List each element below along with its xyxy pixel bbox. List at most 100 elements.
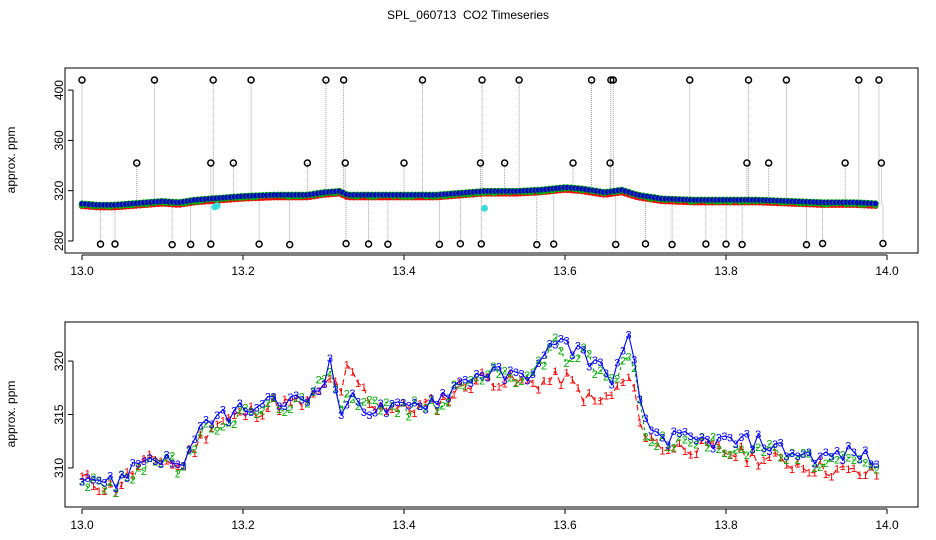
series-3-marker: 3 (783, 451, 789, 463)
series-1-marker: 1 (772, 448, 778, 460)
series-2-marker: 2 (659, 430, 665, 442)
series-2-marker: 2 (85, 482, 91, 494)
series-2-marker: 2 (316, 374, 322, 386)
series-2-marker: 2 (254, 409, 260, 421)
series-3-marker: 3 (552, 339, 558, 351)
series-1-marker: 1 (845, 464, 851, 476)
series-2-marker: 2 (614, 374, 620, 386)
series-1-marker: 1 (411, 408, 417, 420)
bottom-x-tick-label: 13.0 (70, 518, 94, 532)
series-1-marker: 1 (744, 458, 750, 470)
series-2-line (81, 335, 877, 495)
outlier-point (285, 240, 294, 249)
series-2-marker: 2 (378, 406, 384, 418)
series-1-marker: 1 (750, 447, 756, 459)
series-3-line (81, 332, 877, 490)
bottom-x-tick-label: 13.6 (553, 518, 577, 532)
series-1-marker: 1 (502, 379, 508, 391)
series-2-marker: 2 (693, 439, 699, 451)
outlier-point (818, 239, 827, 248)
series-1-marker: 1 (293, 393, 299, 405)
series-2-marker: 2 (113, 488, 119, 500)
series-2-marker: 2 (547, 342, 553, 354)
series-2-marker: 2 (609, 373, 615, 385)
series-1-marker: 1 (620, 377, 626, 389)
outlier-point (606, 159, 614, 167)
series-3-marker: 3 (496, 362, 502, 374)
series-1-marker: 1 (738, 441, 744, 453)
series-1-marker: 1 (626, 372, 632, 384)
outlier-point (476, 159, 485, 167)
series-1-marker: 1 (507, 368, 513, 380)
top-y-tick-label: 360 (52, 130, 66, 150)
series-3-marker: 3 (101, 477, 107, 489)
series-3-marker: 3 (344, 399, 350, 411)
series-3-marker: 3 (744, 428, 750, 440)
series-3-marker: 3 (378, 398, 384, 410)
series-2-marker: 2 (406, 412, 412, 424)
series-2-marker: 2 (592, 369, 598, 381)
series-2-marker: 2 (755, 442, 761, 454)
series-2-marker: 2 (434, 406, 440, 418)
top-y-tick-label: 400 (52, 80, 66, 100)
outlier-point (569, 159, 577, 167)
series-3-point (872, 200, 879, 207)
series-2-marker: 2 (518, 376, 524, 388)
series-1-marker: 1 (394, 403, 400, 415)
series-2-marker: 2 (665, 442, 671, 454)
series-2-marker: 2 (496, 369, 502, 381)
series-3-marker: 3 (524, 375, 530, 387)
series-3-marker: 3 (231, 405, 237, 417)
outlier-point (744, 76, 753, 84)
outlier-point (500, 159, 509, 167)
series-1-marker: 1 (175, 461, 181, 473)
series-1-marker: 1 (761, 455, 767, 467)
series-1-marker: 1 (648, 432, 654, 444)
series-3-marker: 3 (502, 375, 508, 387)
series-3-marker: 3 (428, 393, 434, 405)
series-3-marker: 3 (733, 439, 739, 451)
series-3-marker: 3 (192, 434, 198, 446)
outlier-point (478, 76, 486, 84)
series-1-marker: 1 (823, 469, 829, 481)
outlier-point (738, 240, 746, 249)
series-3-marker: 3 (811, 458, 817, 470)
outlier-point (686, 76, 694, 84)
series-1-marker: 1 (535, 384, 541, 396)
series-3-marker: 3 (259, 398, 265, 410)
series-1-marker: 1 (203, 434, 209, 446)
series-3-marker: 3 (417, 401, 423, 413)
top-panel: 13.0 13.2 13.4 13.6 13.8 14.0 280 320 360 400 ap… (4, 67, 919, 278)
series-3-marker: 3 (845, 441, 851, 453)
chart-title: SPL_060713 CO2 Timeseries (386, 8, 550, 22)
series-1-marker: 1 (225, 413, 231, 425)
series-2-marker: 2 (603, 372, 609, 384)
outlier-point (435, 240, 444, 249)
series-3-marker: 3 (440, 388, 446, 400)
outlier-point (132, 159, 141, 167)
outlier-point (549, 240, 558, 248)
series-1-marker: 1 (152, 454, 158, 466)
top-y-axis-label: approx. ppm (4, 127, 18, 194)
outlier-point (609, 76, 618, 84)
series-2-marker: 2 (479, 376, 485, 388)
series-3-marker: 3 (113, 483, 119, 495)
series-1-marker: 1 (575, 383, 581, 395)
series-3-marker: 3 (338, 410, 344, 422)
series-3-marker: 3 (547, 339, 553, 351)
series-1-marker: 1 (355, 378, 361, 390)
series-2-marker: 2 (440, 400, 446, 412)
series-1-marker: 1 (479, 367, 485, 379)
series-1-marker: 1 (113, 488, 119, 500)
series-3-marker: 3 (124, 473, 130, 485)
series-3-marker: 3 (175, 459, 181, 471)
series-1-marker: 1 (349, 367, 355, 379)
outlier-point (186, 240, 195, 249)
series-3-marker: 3 (834, 446, 840, 458)
series-1-marker: 1 (603, 390, 609, 402)
outlier-point (879, 239, 887, 248)
series-1-marker: 1 (580, 397, 586, 409)
series-1-marker: 1 (462, 382, 468, 394)
series-2-marker: 2 (456, 380, 462, 392)
